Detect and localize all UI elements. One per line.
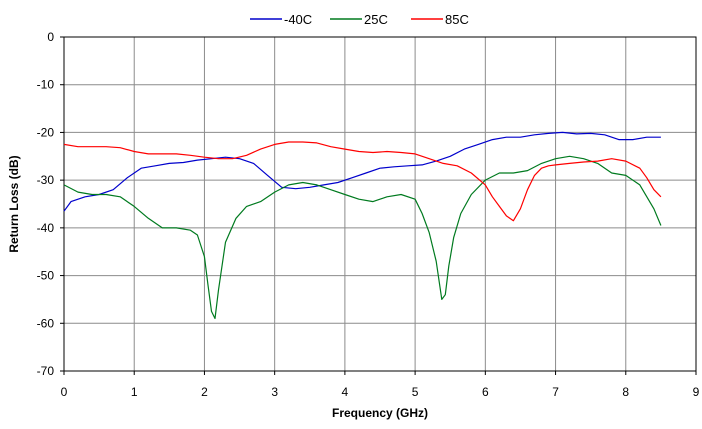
y-tick-label: -70 bbox=[37, 364, 55, 378]
y-tick-label: -30 bbox=[37, 173, 55, 187]
x-tick-label: 1 bbox=[131, 385, 138, 399]
y-tick-label: -10 bbox=[37, 78, 55, 92]
legend-label: -40C bbox=[284, 12, 312, 27]
y-tick-label: -40 bbox=[37, 221, 55, 235]
x-tick-label: 6 bbox=[482, 385, 489, 399]
x-tick-label: 9 bbox=[693, 385, 700, 399]
legend-label: 25C bbox=[364, 12, 388, 27]
y-tick-label: -50 bbox=[37, 269, 55, 283]
x-tick-label: 8 bbox=[622, 385, 629, 399]
y-tick-label: -20 bbox=[37, 125, 55, 139]
x-tick-label: 4 bbox=[342, 385, 349, 399]
x-tick-label: 2 bbox=[201, 385, 208, 399]
x-tick-label: 5 bbox=[412, 385, 419, 399]
x-tick-label: 3 bbox=[271, 385, 278, 399]
x-tick-label: 7 bbox=[552, 385, 559, 399]
y-axis-title: Return Loss (dB) bbox=[7, 155, 21, 252]
legend-label: 85C bbox=[445, 12, 469, 27]
y-tick-label: 0 bbox=[47, 30, 54, 44]
y-tick-label: -60 bbox=[37, 316, 55, 330]
x-tick-label: 0 bbox=[61, 385, 68, 399]
x-axis-title: Frequency (GHz) bbox=[332, 406, 428, 420]
